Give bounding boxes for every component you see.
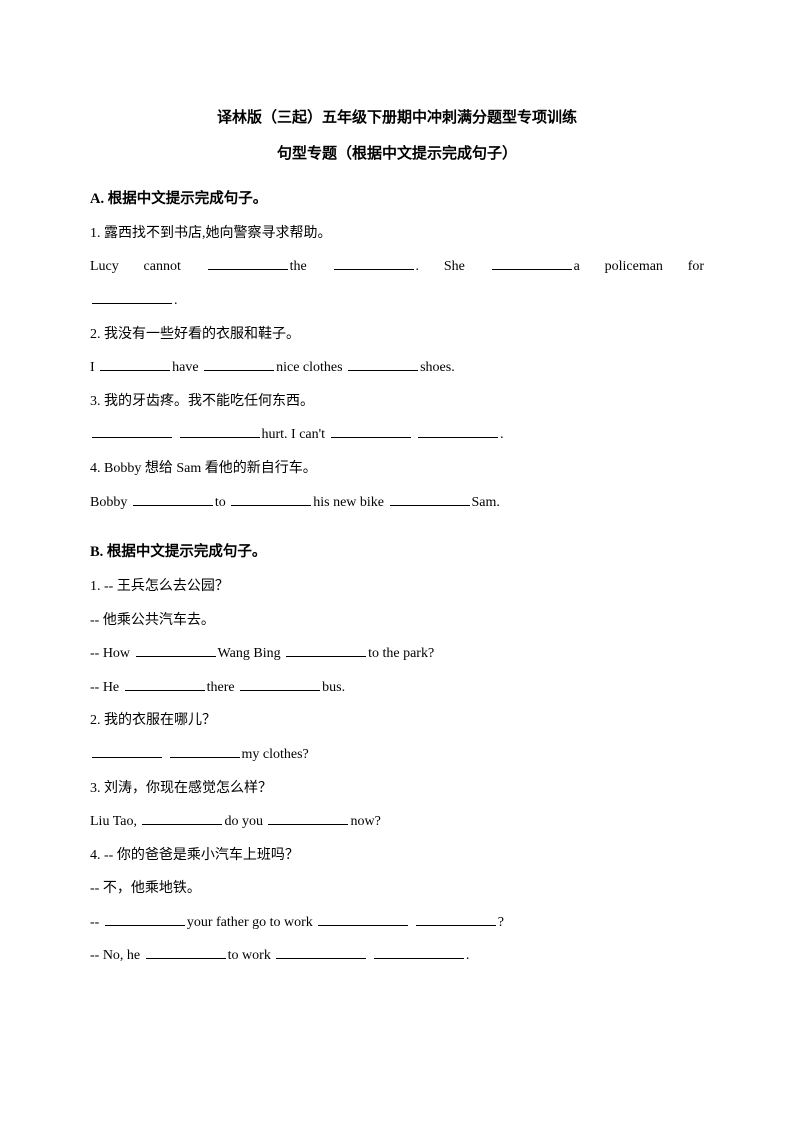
- b-q3-cn: 3. 刘涛，你现在感觉怎么样？: [90, 772, 704, 806]
- text: .: [500, 427, 504, 442]
- b-q1-cn2: -- 他乘公共汽车去。: [90, 604, 704, 638]
- text: Bobby: [90, 495, 131, 510]
- blank: [334, 256, 414, 270]
- text: have: [172, 360, 202, 375]
- text: a: [574, 259, 580, 274]
- text: --: [90, 915, 103, 930]
- section-b-head: B. 根据中文提示完成句子。: [90, 535, 704, 570]
- text: bus.: [322, 680, 345, 695]
- blank: [92, 424, 172, 438]
- blank: [170, 744, 240, 758]
- blank: [348, 357, 418, 371]
- a-q1-en-line2: .: [90, 284, 704, 318]
- text: ?: [498, 915, 504, 930]
- blank: [100, 357, 170, 371]
- a-q4-en: Bobby to his new bike Sam.: [90, 486, 704, 520]
- b-q2-en: my clothes?: [90, 738, 704, 772]
- text: the: [290, 259, 307, 274]
- text: to: [215, 495, 229, 510]
- blank: [492, 256, 572, 270]
- blank: [146, 945, 226, 959]
- text: to the park?: [368, 646, 434, 661]
- text: for: [688, 259, 704, 274]
- doc-subtitle: 句型专题（根据中文提示完成句子）: [90, 136, 704, 172]
- blank: [204, 357, 274, 371]
- blank: [142, 811, 222, 825]
- b-q1-en1: -- How Wang Bing to the park?: [90, 637, 704, 671]
- blank: [374, 945, 464, 959]
- text: -- He: [90, 680, 123, 695]
- blank: [92, 290, 172, 304]
- section-a-head: A. 根据中文提示完成句子。: [90, 182, 704, 217]
- text: .: [466, 948, 470, 963]
- blank: [92, 744, 162, 758]
- a-q3-cn: 3. 我的牙齿疼。我不能吃任何东西。: [90, 385, 704, 419]
- text: do you: [224, 814, 266, 829]
- blank: [268, 811, 348, 825]
- b-q4-en2: -- No, he to work .: [90, 939, 704, 973]
- text: his new bike: [313, 495, 387, 510]
- text: I: [90, 360, 98, 375]
- blank: [240, 677, 320, 691]
- b-q4-cn1: 4. -- 你的爸爸是乘小汽车上班吗？: [90, 839, 704, 873]
- text: there: [207, 680, 238, 695]
- b-q4-en1: -- your father go to work ?: [90, 906, 704, 940]
- blank: [416, 912, 496, 926]
- blank: [136, 643, 216, 657]
- b-q2-cn: 2. 我的衣服在哪儿？: [90, 704, 704, 738]
- text: cannot: [144, 259, 181, 274]
- b-q1-en2: -- He there bus.: [90, 671, 704, 705]
- blank: [208, 256, 288, 270]
- blank: [276, 945, 366, 959]
- text: -- How: [90, 646, 134, 661]
- blank: [231, 492, 311, 506]
- text: Lucy: [90, 259, 119, 274]
- blank: [105, 912, 185, 926]
- a-q4-cn: 4. Bobby 想给 Sam 看他的新自行车。: [90, 452, 704, 486]
- text: Wang Bing: [218, 646, 285, 661]
- b-q4-cn2: -- 不，他乘地铁。: [90, 872, 704, 906]
- a-q2-cn: 2. 我没有一些好看的衣服和鞋子。: [90, 318, 704, 352]
- text: She: [444, 259, 465, 274]
- b-q1-cn1: 1. -- 王兵怎么去公园？: [90, 570, 704, 604]
- text: nice clothes: [276, 360, 346, 375]
- a-q2-en: I have nice clothes shoes.: [90, 351, 704, 385]
- text: policeman: [605, 259, 663, 274]
- doc-title: 译林版（三起）五年级下册期中冲刺满分题型专项训练: [90, 100, 704, 136]
- text: .: [416, 259, 420, 274]
- a-q1-cn: 1. 露西找不到书店,她向警察寻求帮助。: [90, 217, 704, 251]
- text: shoes.: [420, 360, 455, 375]
- text: Liu Tao,: [90, 814, 140, 829]
- text: now?: [350, 814, 380, 829]
- blank: [331, 424, 411, 438]
- blank: [318, 912, 408, 926]
- blank: [390, 492, 470, 506]
- blank: [180, 424, 260, 438]
- text: Sam.: [472, 495, 500, 510]
- b-q3-en: Liu Tao, do you now?: [90, 805, 704, 839]
- a-q3-en: hurt. I can't .: [90, 418, 704, 452]
- text: my clothes?: [242, 747, 309, 762]
- text: hurt. I can't: [262, 427, 329, 442]
- a-q1-en-line1: Lucy cannot the . She a policeman for: [90, 250, 704, 284]
- text: your father go to work: [187, 915, 316, 930]
- blank: [125, 677, 205, 691]
- blank: [418, 424, 498, 438]
- blank: [286, 643, 366, 657]
- text: .: [174, 293, 178, 308]
- blank: [133, 492, 213, 506]
- text: to work: [228, 948, 275, 963]
- text: -- No, he: [90, 948, 144, 963]
